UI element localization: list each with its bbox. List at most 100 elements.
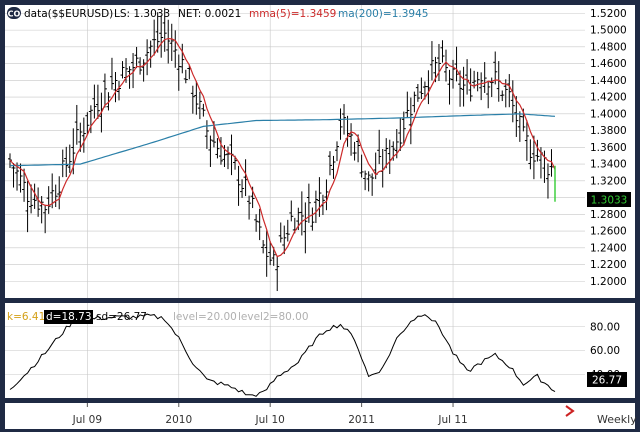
price-bar <box>454 46 459 82</box>
price-tick-label: 1.4400 <box>590 75 627 87</box>
price-bar <box>363 170 368 191</box>
price-bar <box>528 139 533 170</box>
price-bar <box>173 30 178 68</box>
level1-label: level=20.00 <box>173 311 237 323</box>
price-tick-label: 1.2800 <box>590 209 627 221</box>
price-bar <box>50 173 55 209</box>
time-axis <box>5 403 635 429</box>
chevron-right-icon[interactable] <box>565 405 575 417</box>
symbol-badge <box>7 7 21 19</box>
price-tick-label: 1.3400 <box>590 159 627 171</box>
d-value-box <box>44 310 93 324</box>
price-bar <box>458 70 463 107</box>
price-bar <box>155 12 160 53</box>
price-bar <box>489 77 494 98</box>
price-bar <box>240 179 245 198</box>
mma-5-line <box>9 37 556 258</box>
price-tick-label: 1.2400 <box>590 242 627 254</box>
price-axis <box>585 5 635 298</box>
price-bar <box>148 40 153 68</box>
price-bar <box>43 204 48 234</box>
price-tick-label: 1.4800 <box>590 41 627 53</box>
time-tick-label: Jul 10 <box>255 414 285 426</box>
price-bar <box>299 191 304 236</box>
ma-200-line <box>9 113 556 167</box>
price-bar <box>109 57 114 90</box>
price-bar <box>401 111 406 146</box>
indicator-legend: k=6.41 d=18.73 sd=26.77 level=20.00 leve… <box>7 310 309 324</box>
price-bar <box>514 96 519 137</box>
price-bar <box>183 69 188 84</box>
price-bar <box>405 91 410 118</box>
price-bar <box>67 144 72 173</box>
price-bar <box>310 207 315 231</box>
price-bar <box>190 85 195 114</box>
price-bar <box>57 176 62 210</box>
price-bar <box>303 202 308 254</box>
price-bar <box>429 41 434 81</box>
price-plot-area[interactable] <box>5 5 585 298</box>
time-axis-ticks: Jul 09 2010 Jul 10 2011 Jul 11 <box>72 403 468 426</box>
price-bar <box>11 163 16 188</box>
price-bar <box>159 15 164 58</box>
price-bar <box>226 146 230 170</box>
price-bar <box>85 112 90 136</box>
price-bar <box>39 196 44 224</box>
price-tick-label: 1.5200 <box>590 8 627 20</box>
net-change-label: NET: 0.0021 <box>178 8 241 20</box>
price-tick-label: 1.3600 <box>590 142 627 154</box>
price-bar <box>95 84 100 119</box>
price-bar <box>113 71 118 103</box>
price-bar <box>204 120 209 149</box>
price-bar <box>545 163 550 199</box>
price-bar <box>145 39 150 76</box>
price-bar <box>531 135 536 180</box>
ma-legend: ma(200)=1.3945 <box>338 8 428 20</box>
last-price-label: LS: 1.3033 <box>114 8 170 20</box>
price-bar <box>535 139 540 162</box>
price-bar <box>349 123 354 156</box>
time-tick-label: 2010 <box>165 414 192 426</box>
price-bar <box>338 108 343 140</box>
price-bar <box>412 91 417 113</box>
stochastic-line <box>9 313 556 397</box>
price-bar <box>486 81 491 109</box>
data-label: data($$EURUSD) <box>24 8 113 20</box>
price-bar <box>22 168 27 202</box>
price-bar <box>81 117 86 153</box>
price-bar <box>92 84 97 119</box>
mma-legend: mma(5)=1.3459 <box>249 8 336 20</box>
price-bar <box>384 138 389 169</box>
price-bar <box>254 214 259 232</box>
price-bar <box>324 179 329 211</box>
price-bar <box>74 104 79 145</box>
price-bar <box>261 240 266 254</box>
price-bar <box>510 80 515 123</box>
indicator-tick-label: 60.00 <box>590 345 620 357</box>
price-bar <box>127 66 132 89</box>
symbol-badge-text: CO <box>8 10 21 19</box>
price-bar <box>359 154 364 178</box>
price-bar <box>408 97 413 145</box>
indicator-value-tag-background <box>587 372 627 387</box>
time-tick-label: 2011 <box>348 414 375 426</box>
price-bar <box>46 186 51 214</box>
price-bar <box>194 81 199 115</box>
last-price-tag-text: 1.3033 <box>591 195 628 207</box>
price-bar <box>162 7 167 52</box>
price-tick-label: 1.4000 <box>590 108 627 120</box>
frequency-label[interactable]: Weekly <box>597 413 637 426</box>
price-legend: CO data($$EURUSD) LS: 1.3033 NET: 0.0021… <box>7 7 428 20</box>
price-bar <box>106 92 111 111</box>
indicator-value-tag-text: 26.77 <box>592 375 622 387</box>
scroll-right-icon[interactable] <box>565 405 575 417</box>
price-bar <box>197 91 202 120</box>
price-bar <box>264 230 269 277</box>
price-bar <box>285 219 290 242</box>
time-tick-label: Jul 09 <box>72 414 102 426</box>
price-bar <box>479 72 484 101</box>
indicator-grid <box>5 303 585 398</box>
price-bar <box>289 200 294 222</box>
